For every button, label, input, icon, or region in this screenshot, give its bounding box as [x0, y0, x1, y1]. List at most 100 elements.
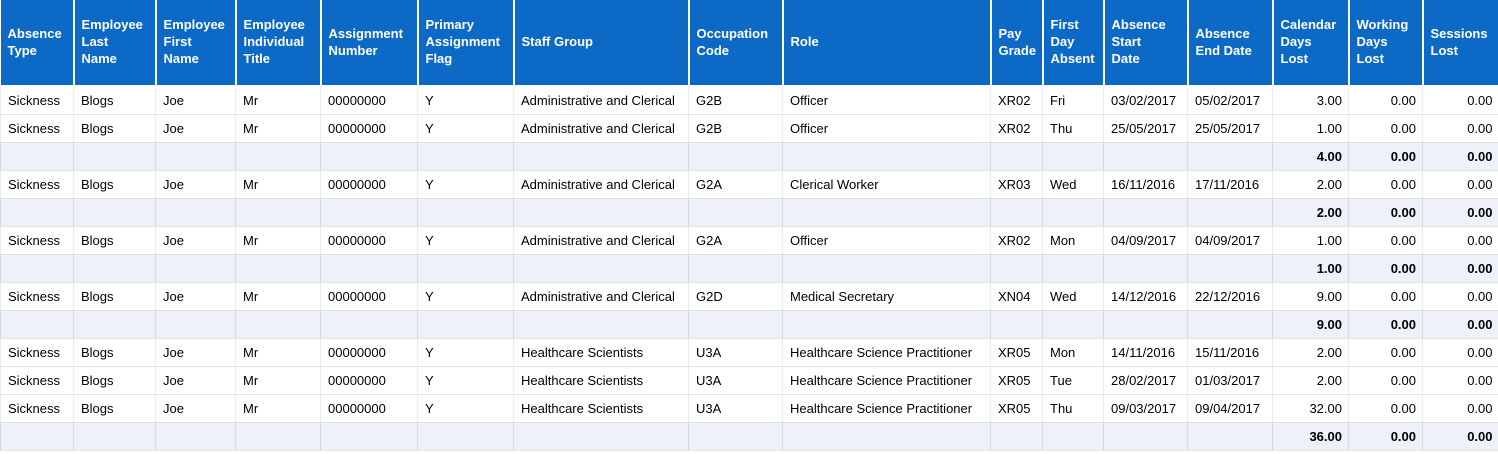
cell-employee-last-name: Blogs	[73, 366, 156, 395]
cell-pay-grade	[990, 254, 1043, 283]
cell-sessions-lost: 0.00	[1422, 142, 1498, 171]
cell-working-days-lost: 0.00	[1348, 226, 1423, 255]
cell-absence-end-date	[1187, 142, 1273, 171]
cell-calendar-days-lost: 2.00	[1272, 170, 1349, 199]
cell-role: Healthcare Science Practitioner	[782, 394, 991, 423]
table-row: Sickness Blogs Joe Mr 00000000 Y Administrativ…	[0, 226, 1498, 255]
cell-occupation-code: G2A	[688, 226, 783, 255]
cell-calendar-days-lost: 36.00	[1272, 422, 1349, 451]
cell-employee-first-name	[155, 310, 236, 339]
cell-staff-group	[513, 142, 689, 171]
cell-primary-assignment-flag: Y	[417, 86, 514, 115]
cell-absence-type: Sickness	[0, 226, 74, 255]
cell-role: Medical Secretary	[782, 282, 991, 311]
cell-role: Healthcare Science Practitioner	[782, 366, 991, 395]
cell-staff-group: Administrative and Clerical	[513, 282, 689, 311]
cell-absence-start-date	[1103, 254, 1188, 283]
cell-employee-last-name	[73, 422, 156, 451]
subtotal-row: 2.00 0.00 0.00	[0, 198, 1498, 227]
cell-employee-first-name	[155, 422, 236, 451]
subtotal-row: 4.00 0.00 0.00	[0, 142, 1498, 171]
cell-absence-type: Sickness	[0, 282, 74, 311]
cell-working-days-lost: 0.00	[1348, 422, 1423, 451]
cell-employee-individual-title: Mr	[235, 366, 321, 395]
cell-absence-start-date: 14/12/2016	[1103, 282, 1188, 311]
cell-employee-last-name: Blogs	[73, 394, 156, 423]
cell-assignment-number	[320, 198, 418, 227]
subtotal-row: 36.00 0.00 0.00	[0, 422, 1498, 451]
cell-staff-group: Administrative and Clerical	[513, 114, 689, 143]
cell-employee-individual-title	[235, 142, 321, 171]
cell-occupation-code: U3A	[688, 338, 783, 367]
cell-first-day-absent: Thu	[1042, 114, 1104, 143]
subtotal-row: 1.00 0.00 0.00	[0, 254, 1498, 283]
cell-staff-group	[513, 422, 689, 451]
cell-calendar-days-lost: 1.00	[1272, 254, 1349, 283]
cell-employee-first-name: Joe	[155, 394, 236, 423]
cell-pay-grade	[990, 142, 1043, 171]
cell-sessions-lost: 0.00	[1422, 310, 1498, 339]
cell-pay-grade: XN04	[990, 282, 1043, 311]
cell-role: Clerical Worker	[782, 170, 991, 199]
cell-absence-end-date	[1187, 198, 1273, 227]
cell-first-day-absent	[1042, 142, 1104, 171]
cell-calendar-days-lost: 9.00	[1272, 282, 1349, 311]
cell-employee-last-name	[73, 254, 156, 283]
cell-calendar-days-lost: 9.00	[1272, 310, 1349, 339]
cell-pay-grade: XR02	[990, 114, 1043, 143]
cell-absence-type: Sickness	[0, 114, 74, 143]
cell-primary-assignment-flag: Y	[417, 366, 514, 395]
cell-absence-type: Sickness	[0, 338, 74, 367]
cell-working-days-lost: 0.00	[1348, 142, 1423, 171]
cell-employee-last-name: Blogs	[73, 282, 156, 311]
cell-calendar-days-lost: 4.00	[1272, 142, 1349, 171]
cell-absence-type	[0, 422, 74, 451]
cell-primary-assignment-flag: Y	[417, 226, 514, 255]
cell-assignment-number	[320, 422, 418, 451]
cell-first-day-absent: Tue	[1042, 366, 1104, 395]
cell-absence-start-date	[1103, 310, 1188, 339]
cell-working-days-lost: 0.00	[1348, 310, 1423, 339]
cell-absence-type	[0, 310, 74, 339]
cell-absence-start-date: 28/02/2017	[1103, 366, 1188, 395]
cell-occupation-code: G2B	[688, 86, 783, 115]
cell-first-day-absent: Wed	[1042, 170, 1104, 199]
table-row: Sickness Blogs Joe Mr 00000000 Y Administrativ…	[0, 282, 1498, 311]
cell-staff-group: Administrative and Clerical	[513, 226, 689, 255]
cell-pay-grade: XR05	[990, 366, 1043, 395]
cell-first-day-absent	[1042, 422, 1104, 451]
cell-staff-group: Administrative and Clerical	[513, 86, 689, 115]
cell-primary-assignment-flag: Y	[417, 394, 514, 423]
cell-pay-grade: XR05	[990, 338, 1043, 367]
cell-employee-first-name: Joe	[155, 366, 236, 395]
cell-role: Healthcare Science Practitioner	[782, 338, 991, 367]
column-header-staff-group: Staff Group	[513, 0, 690, 87]
cell-assignment-number: 00000000	[320, 338, 418, 367]
cell-absence-end-date: 05/02/2017	[1187, 86, 1273, 115]
cell-first-day-absent: Mon	[1042, 338, 1104, 367]
cell-employee-first-name: Joe	[155, 86, 236, 115]
table-row: Sickness Blogs Joe Mr 00000000 Y Administrativ…	[0, 170, 1498, 199]
cell-employee-individual-title	[235, 254, 321, 283]
cell-assignment-number	[320, 254, 418, 283]
cell-primary-assignment-flag	[417, 422, 514, 451]
cell-working-days-lost: 0.00	[1348, 170, 1423, 199]
cell-absence-end-date: 09/04/2017	[1187, 394, 1273, 423]
column-header-primary-assignment-flag: Primary Assignment Flag	[417, 0, 515, 87]
cell-employee-individual-title	[235, 198, 321, 227]
column-header-calendar-days-lost: Calendar Days Lost	[1272, 0, 1350, 87]
cell-working-days-lost: 0.00	[1348, 394, 1423, 423]
cell-absence-type: Sickness	[0, 394, 74, 423]
cell-employee-individual-title	[235, 310, 321, 339]
cell-occupation-code: G2B	[688, 114, 783, 143]
cell-calendar-days-lost: 1.00	[1272, 226, 1349, 255]
column-header-employee-last-name: Employee Last Name	[73, 0, 157, 87]
cell-working-days-lost: 0.00	[1348, 366, 1423, 395]
column-header-pay-grade: Pay Grade	[990, 0, 1044, 87]
subtotal-row: 9.00 0.00 0.00	[0, 310, 1498, 339]
cell-absence-end-date	[1187, 422, 1273, 451]
cell-staff-group	[513, 254, 689, 283]
cell-sessions-lost: 0.00	[1422, 86, 1498, 115]
